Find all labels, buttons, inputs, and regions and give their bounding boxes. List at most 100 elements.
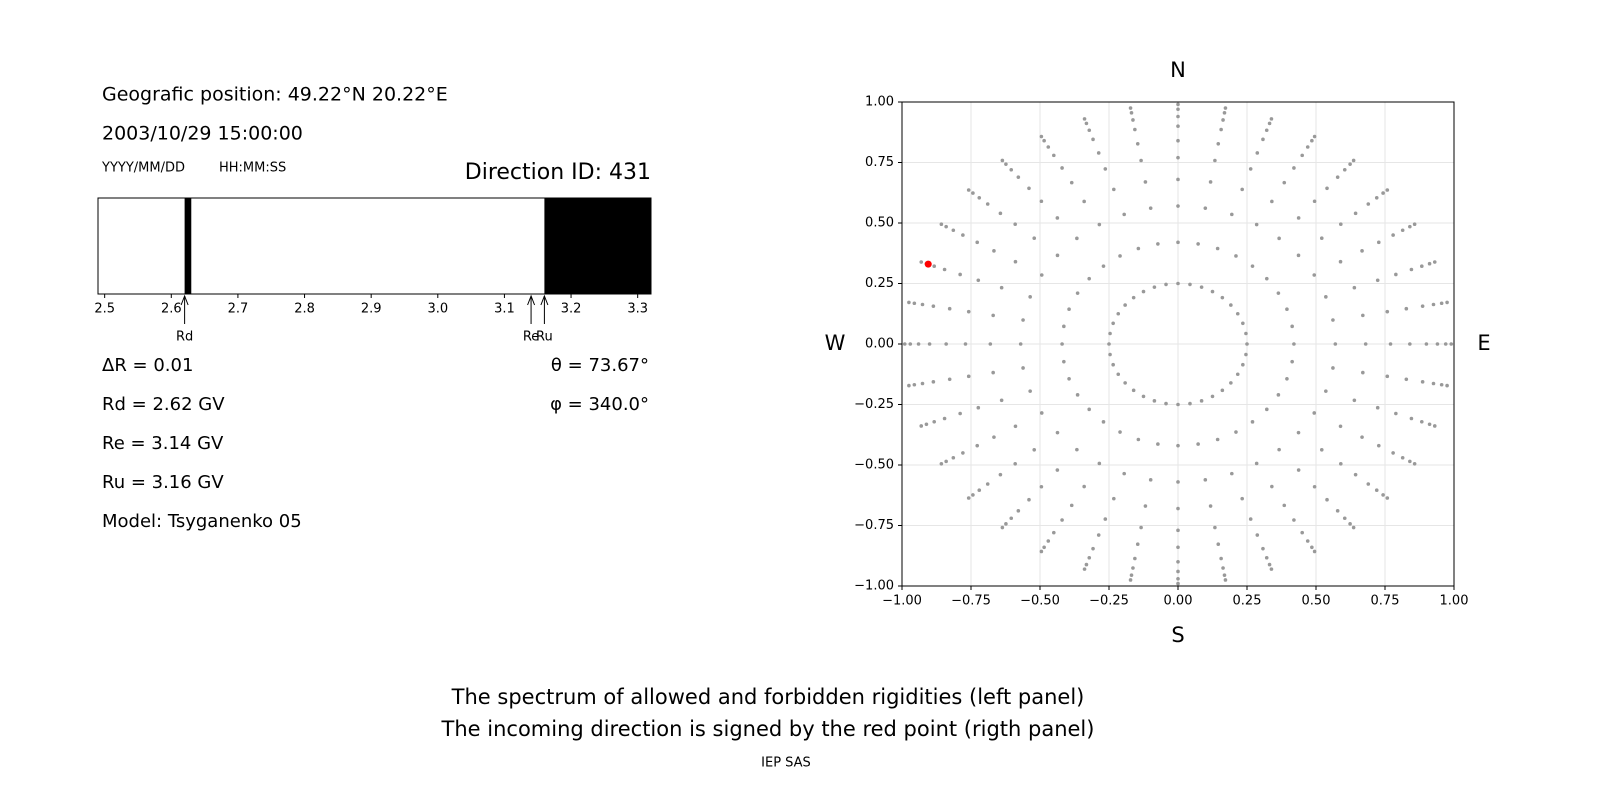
direction-point [1176, 528, 1180, 533]
direction-point [912, 301, 917, 306]
direction-point [976, 405, 981, 410]
direction-point [1300, 530, 1304, 535]
y-tick-label: −1.00 [854, 579, 894, 594]
direction-point [977, 195, 982, 200]
compass-label: S [1171, 623, 1184, 647]
direction-point [1229, 303, 1233, 307]
direction-point [1385, 374, 1390, 379]
direction-point [1215, 437, 1220, 442]
direction-point [966, 374, 971, 379]
direction-point [999, 398, 1004, 403]
direction-point [1230, 212, 1234, 217]
direction-point [1028, 389, 1032, 393]
direction-point [931, 304, 936, 308]
direction-point [1352, 398, 1357, 403]
direction-point [942, 267, 947, 272]
direction-point [1335, 509, 1340, 513]
direction-point [1087, 555, 1092, 560]
direction-point [1254, 461, 1259, 466]
direction-point [1143, 504, 1148, 508]
direction-point [1139, 158, 1143, 163]
direction-point [1131, 388, 1136, 393]
direction-point [1176, 124, 1180, 128]
direction-point [902, 342, 907, 346]
direction-point [1176, 480, 1180, 484]
direction-point [1391, 451, 1395, 455]
direction-point [1381, 191, 1385, 195]
direction-point [1116, 311, 1121, 316]
direction-point [1176, 560, 1180, 564]
direction-point [1427, 422, 1432, 427]
direction-point [1176, 102, 1180, 107]
forbidden-band [544, 198, 651, 294]
direction-point [1312, 199, 1317, 204]
plot-frame [901, 101, 1455, 587]
direction-point [1196, 442, 1200, 446]
direction-point [1366, 482, 1371, 486]
direction-point [1091, 546, 1095, 551]
direction-point [1264, 128, 1269, 133]
x-tick-label: 2.6 [161, 302, 182, 317]
direction-point [1216, 542, 1221, 546]
x-tick-label: 3.0 [427, 302, 448, 317]
x-tick-label: 0.00 [1164, 594, 1193, 609]
direction-point [1032, 447, 1037, 452]
direction-point [932, 420, 937, 424]
direction-point [1176, 281, 1180, 286]
direction-point [1385, 188, 1390, 192]
direction-point [1103, 517, 1108, 521]
direction-point [1018, 342, 1023, 346]
direction-point [992, 249, 996, 253]
direction-point [1021, 318, 1025, 322]
direction-point [1208, 180, 1213, 184]
direction-point [1235, 372, 1240, 377]
direction-point [1267, 121, 1272, 126]
direction-point [1096, 533, 1101, 537]
direction-point [1270, 484, 1274, 489]
y-tick-label: −0.75 [854, 518, 894, 533]
direction-point [1351, 525, 1356, 530]
direction-point [1176, 402, 1180, 407]
direction-point [1292, 166, 1296, 170]
direction-point [907, 300, 911, 305]
direction-point [1296, 468, 1301, 472]
info-line: ΔR = 0.01 [102, 355, 193, 376]
x-tick-label: 0.75 [1371, 594, 1400, 609]
direction-point [1400, 455, 1405, 460]
direction-point [1338, 222, 1343, 227]
direction-point [1016, 509, 1021, 513]
direction-point [988, 342, 993, 346]
direction-point [1116, 372, 1121, 377]
direction-point [1156, 442, 1160, 446]
direction-point [1324, 389, 1328, 393]
direction-point [1351, 158, 1356, 163]
direction-point [1220, 388, 1225, 393]
direction-point [1039, 134, 1044, 139]
direction-point [1312, 484, 1317, 489]
direction-point [1039, 273, 1044, 277]
direction-point [1408, 459, 1412, 464]
direction-point [1219, 556, 1223, 561]
direction-point [1404, 377, 1409, 382]
direction-point [1348, 522, 1352, 526]
y-tick-label: 0.00 [865, 337, 894, 352]
direction-point [1261, 546, 1265, 551]
direction-point [1300, 153, 1304, 158]
direction-point [1324, 295, 1328, 299]
direction-point [1235, 311, 1240, 316]
direction-point [947, 306, 952, 311]
direction-point [1296, 253, 1301, 258]
direction-point [1039, 411, 1044, 415]
direction-point [1176, 506, 1180, 511]
direction-point [1388, 342, 1393, 346]
direction-point [907, 383, 911, 388]
direction-point [1420, 304, 1425, 308]
direction-point [1374, 488, 1379, 493]
direction-point [1264, 276, 1269, 281]
direction-point [1376, 443, 1381, 448]
compass-label: N [1170, 58, 1186, 82]
direction-point [1000, 158, 1005, 163]
direction-point [1285, 307, 1289, 312]
direction-point [1335, 175, 1340, 179]
